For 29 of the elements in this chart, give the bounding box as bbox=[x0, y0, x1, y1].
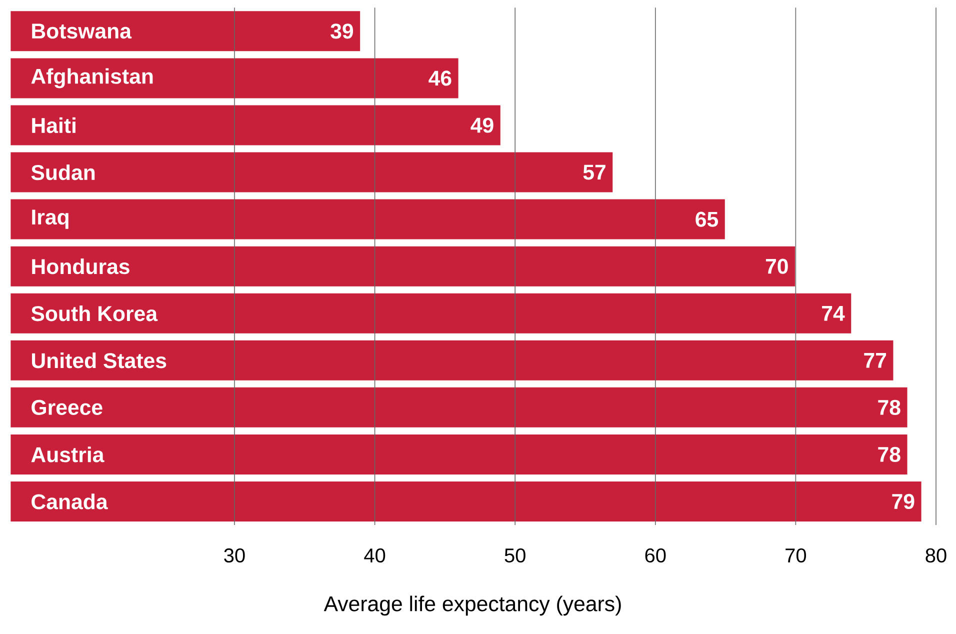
y-tick-label: Botswana bbox=[32, 24, 132, 39]
x-tick-label: 40 bbox=[364, 548, 386, 563]
y-tick-label: Haiti bbox=[32, 117, 76, 134]
y-tick-label: Afghanistan bbox=[31, 68, 153, 88]
data-label: 79 bbox=[892, 494, 914, 510]
y-tick-label: Sudan bbox=[31, 164, 95, 180]
x-tick-label: 80 bbox=[926, 548, 946, 563]
y-tick-label: Honduras bbox=[32, 258, 130, 274]
y-tick-label: Canada bbox=[32, 494, 108, 510]
data-label: 78 bbox=[878, 400, 900, 415]
data-label: 70 bbox=[766, 258, 788, 274]
data-label: 46 bbox=[428, 70, 452, 86]
data-label: 39 bbox=[330, 24, 354, 39]
y-tick-label: United States bbox=[32, 352, 166, 368]
y-tick-label: Austria bbox=[31, 446, 104, 462]
y-tick-label: Iraq bbox=[32, 210, 68, 229]
x-tick-label: 60 bbox=[645, 548, 666, 563]
data-label: 65 bbox=[696, 212, 718, 227]
data-label: 49 bbox=[470, 118, 494, 133]
y-tick-label: South Korea bbox=[31, 306, 158, 322]
x-tick-label: 50 bbox=[504, 548, 526, 563]
data-label: 74 bbox=[822, 306, 845, 321]
data-label: 57 bbox=[583, 164, 606, 180]
x-tick-label: 30 bbox=[224, 548, 245, 563]
data-label: 78 bbox=[878, 446, 900, 462]
data-label: 77 bbox=[864, 353, 886, 368]
y-tick-label: Greece bbox=[32, 400, 102, 415]
x-axis-title: Average life expectancy (years) bbox=[324, 596, 621, 616]
x-tick-label: 70 bbox=[786, 548, 806, 563]
